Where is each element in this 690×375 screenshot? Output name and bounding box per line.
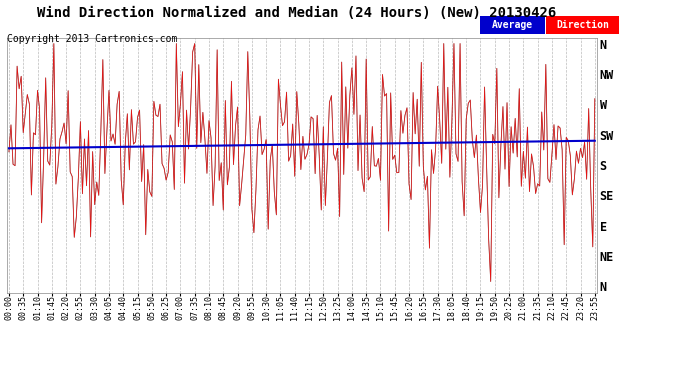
Text: Average: Average bbox=[492, 20, 533, 30]
Text: Direction: Direction bbox=[556, 20, 609, 30]
Text: Wind Direction Normalized and Median (24 Hours) (New) 20130426: Wind Direction Normalized and Median (24… bbox=[37, 6, 556, 20]
Text: Copyright 2013 Cartronics.com: Copyright 2013 Cartronics.com bbox=[7, 34, 177, 44]
